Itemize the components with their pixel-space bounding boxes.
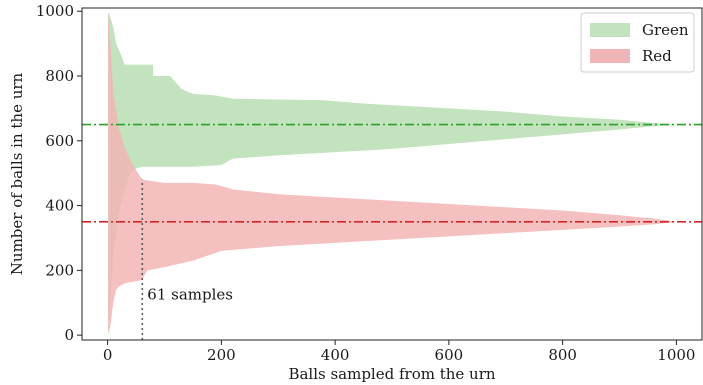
legend: Green Red xyxy=(580,12,695,73)
x-tick-label: 800 xyxy=(548,346,577,364)
legend-label-green: Green xyxy=(642,21,689,39)
y-tick-label: 800 xyxy=(45,67,74,85)
x-axis-ticks: 0 200 400 600 800 1000 xyxy=(103,340,695,364)
plot-frame xyxy=(81,7,703,341)
x-axis-title: Balls sampled from the urn xyxy=(288,365,495,383)
y-tick-label: 200 xyxy=(45,261,74,279)
x-tick-label: 400 xyxy=(321,346,350,364)
legend-swatch-green xyxy=(590,23,630,37)
y-axis-title: Number of balls in the urn xyxy=(8,72,26,275)
y-axis-ticks: 0 200 400 600 800 1000 xyxy=(36,2,82,344)
x-tick-label: 600 xyxy=(435,346,464,364)
x-tick-label: 200 xyxy=(207,346,236,364)
y-tick-label: 1000 xyxy=(36,2,74,20)
y-tick-label: 600 xyxy=(45,132,74,150)
annotation-label: 61 samples xyxy=(147,286,233,304)
legend-label-red: Red xyxy=(642,47,672,65)
y-tick-label: 400 xyxy=(45,197,74,215)
reference-lines xyxy=(82,123,702,223)
x-tick-label: 0 xyxy=(103,346,113,364)
legend-swatch-red xyxy=(590,49,630,63)
y-tick-label: 0 xyxy=(64,326,74,344)
x-tick-label: 1000 xyxy=(657,346,695,364)
annotation-group: 61 samples xyxy=(141,179,233,340)
